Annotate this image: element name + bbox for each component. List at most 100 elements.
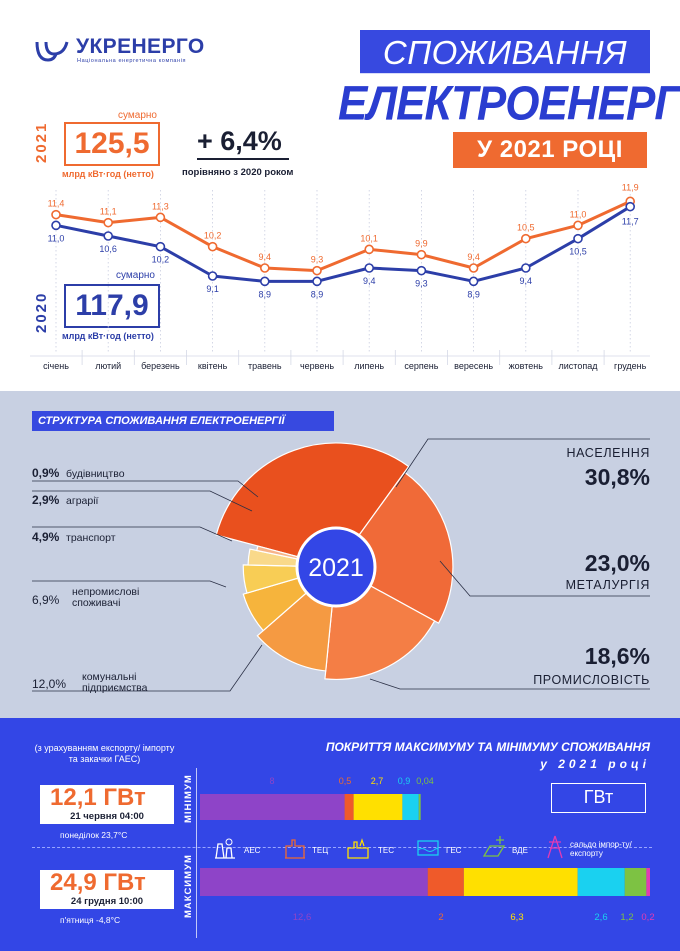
point-2020-10 [573, 233, 583, 244]
month-label: жовтень [509, 361, 544, 371]
bar-МАКСИМУМ-сальдо імпорту/експорту [646, 868, 650, 896]
leader-utilities [32, 644, 263, 692]
chp-plant-icon [285, 839, 305, 859]
leader-agriculture [32, 490, 253, 512]
data-label-2020-11: 11,7 [622, 217, 639, 227]
power-line-icon [547, 835, 563, 859]
legend-chp: ТЕЦ [312, 846, 329, 855]
left-item-transport: 4,9% транспорт [32, 530, 116, 544]
month-label: грудень [614, 361, 647, 371]
total-2020-unit: млрд кВт·год (нетто) [62, 331, 154, 341]
data-label-2020-9: 9,4 [520, 276, 533, 286]
total-2021-unit: млрд кВт·год (нетто) [62, 169, 154, 179]
pie-slice-1 [335, 471, 454, 624]
data-label-2020-10: 10,5 [569, 247, 587, 257]
point-2021-6 [364, 244, 375, 255]
point-2020-6 [364, 263, 375, 273]
data-label-2021-4: 9,4 [259, 252, 272, 262]
data-label-2021-5: 9,3 [311, 255, 324, 265]
point-2021-3 [207, 241, 218, 252]
data-label-2020-7: 9,3 [415, 279, 428, 289]
data-label-2021-2: 11,3 [152, 201, 169, 211]
min-day: понеділок 23,7°С [60, 830, 128, 840]
sum-2020-caption: сумарно [116, 270, 155, 281]
right-item-metallurgy-pct: 23,0% [584, 550, 650, 576]
legend-tpp: ТЕС [378, 846, 394, 855]
max-date: 24 грудня 10:00 [40, 894, 174, 909]
min-value: 12,1 ГВт [40, 785, 174, 811]
data-label-2020-6: 9,4 [363, 276, 376, 286]
renewable-icon [482, 836, 506, 857]
month-label: червень [300, 361, 334, 371]
legend-import-export: сальдо імпор-ту/експорту [570, 840, 632, 858]
data-label-2021-8: 9,4 [467, 252, 480, 262]
data-label-2021-3: 10,2 [204, 231, 222, 241]
month-label: листопад [559, 361, 599, 371]
growth-value: + 6,4% [197, 126, 282, 156]
brand-name: УКРЕНЕРГО [76, 35, 205, 58]
leader-metallurgy [439, 560, 650, 597]
coverage-section [0, 718, 680, 951]
leader-industry [369, 678, 650, 690]
coverage-divider [32, 847, 652, 848]
monthly-consumption-line-chart: січень лютий березень квітень травень червень… [30, 182, 650, 371]
data-label-2020-3: 9,1 [206, 284, 219, 294]
legend-hpp: ГЕС [446, 846, 462, 855]
data-label-2020-0: 11,0 [48, 233, 65, 243]
min-bar-label-1: 0,5 [339, 776, 352, 786]
min-bar-label-0: 8 [269, 776, 274, 786]
series-line-2021 [55, 199, 631, 273]
data-label-2020-8: 8,9 [467, 289, 480, 299]
max-bar-label-1: 2 [438, 912, 443, 923]
coverage-title: ПОКРИТТЯ МАКСИМУМУ ТА МІНІМУМУ СПОЖИВАНН… [325, 740, 650, 754]
left-item-nonindustrial-pct: 6,9% [32, 593, 60, 607]
max-bar-label-3: 2,6 [594, 912, 607, 923]
left-item-utilities-name: комунальні підприємства [82, 671, 148, 694]
max-bar-label-5: 0,2 [641, 912, 654, 923]
title-line-2: ЕЛЕКТРОЕНЕРГІЇ [338, 73, 680, 135]
left-item-nonindustrial-name: непромислові споживачі [72, 586, 140, 609]
point-2020-1 [103, 231, 113, 241]
brand-tagline: Національна енергетична компанія [77, 58, 187, 64]
data-label-2021-7: 9,9 [415, 239, 428, 249]
bar-МІНІМУМ-ВДЕ [418, 794, 421, 820]
max-value: 24,9 ГВт [40, 870, 174, 896]
leader-nonindustrial [32, 580, 227, 588]
leader-transport [32, 526, 233, 542]
year-2021-label: 2021 [33, 121, 50, 163]
left-item-utilities-pct: 12,0% [32, 677, 67, 691]
legend-npp: АЕС [244, 846, 261, 855]
bar-МІНІМУМ-ТЕЦ [344, 794, 354, 820]
min-bar-label-3: 0,9 [398, 776, 411, 786]
growth-note: порівняно з 2020 роком [182, 167, 294, 178]
title-line-3: У 2021 РОЦІ [453, 132, 647, 168]
left-item-agriculture: 2,9% аграрії [32, 493, 99, 507]
coverage-axis-line [196, 768, 197, 938]
right-item-industry-name: ПРОМИСЛОВІСТЬ [533, 673, 650, 687]
data-label-2020-1: 10,6 [99, 244, 117, 254]
data-label-2021-6: 10,1 [360, 233, 378, 243]
point-2020-2 [155, 241, 166, 252]
month-label: серпень [404, 361, 438, 371]
pie-center-label: 2021 [308, 554, 364, 582]
data-label-2020-4: 8,9 [259, 289, 272, 299]
point-2020-0 [51, 220, 61, 231]
sum-2021-caption: сумарно [118, 110, 157, 121]
data-label-2020-5: 8,9 [311, 289, 324, 299]
right-item-households-pct: 30,8% [584, 464, 650, 490]
point-2021-5 [312, 265, 322, 276]
point-2020-9 [520, 263, 531, 273]
point-2021-7 [416, 249, 427, 260]
bar-МАКСИМУМ-АЕС [200, 868, 428, 896]
legend-res: ВДЕ [512, 846, 528, 855]
left-item-construction: 0,9% будівництво [32, 466, 125, 480]
point-2020-7 [416, 265, 427, 276]
hydro-plant-icon [417, 840, 439, 856]
month-label: вересень [454, 361, 493, 371]
data-label-2021-0: 11,4 [48, 199, 65, 209]
total-2020-value: 117,9 [64, 284, 160, 328]
growth-underline [197, 158, 289, 160]
data-label-2021-10: 11,0 [570, 209, 587, 219]
point-2021-8 [468, 263, 479, 273]
point-2021-10 [573, 220, 583, 231]
